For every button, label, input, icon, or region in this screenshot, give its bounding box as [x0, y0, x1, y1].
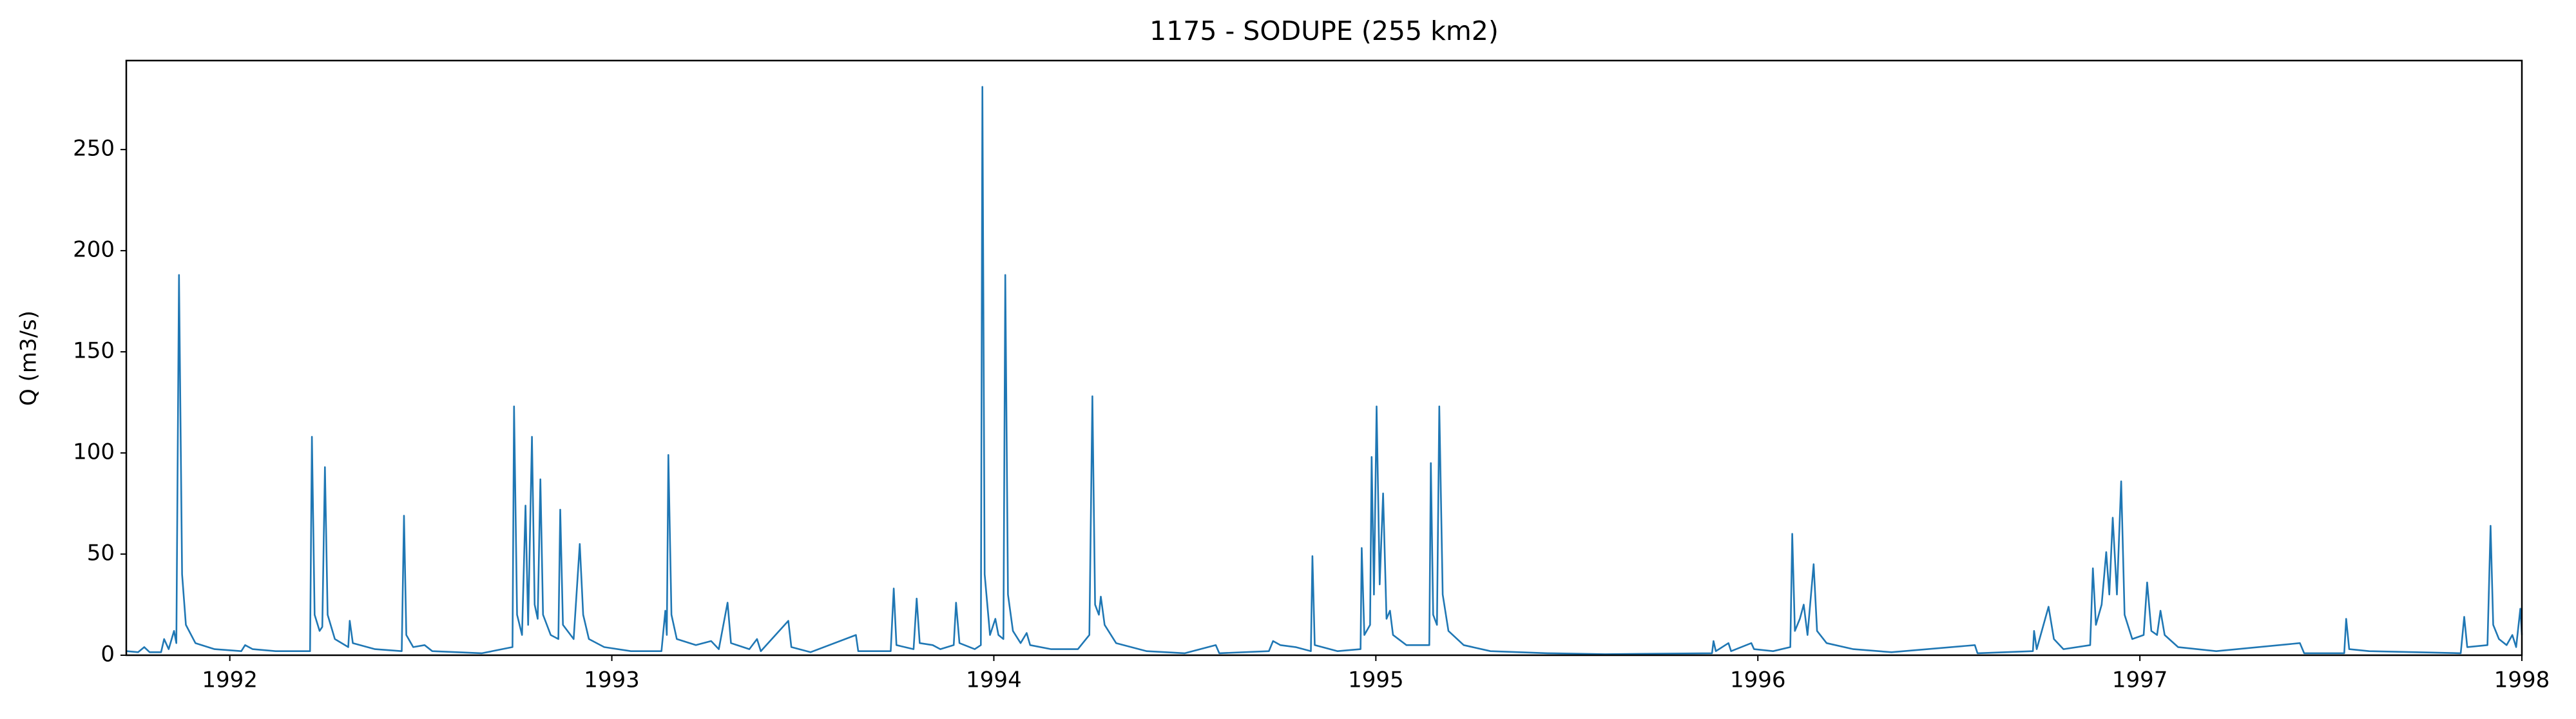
plot-area [126, 86, 2523, 655]
x-tick-label: 1995 [1348, 667, 1404, 693]
x-tick-label: 1992 [202, 667, 258, 693]
chart-title: 1175 - SODUPE (255 km2) [1149, 15, 1499, 46]
y-tick-label: 100 [73, 439, 115, 465]
x-tick-label: 1993 [584, 667, 640, 693]
x-tick-label: 1996 [1730, 667, 1786, 693]
x-tick-label: 1997 [2112, 667, 2168, 693]
y-tick-label: 150 [73, 338, 115, 364]
y-tick-label: 250 [73, 136, 115, 162]
data-line [126, 86, 2523, 655]
x-tick-label: 1994 [966, 667, 1022, 693]
y-tick-label: 0 [101, 642, 115, 667]
axes-frame [125, 59, 2523, 657]
y-axis-label: Q (m3/s) [16, 311, 42, 406]
y-tick-label: 50 [87, 541, 115, 566]
y-tick-label: 200 [73, 237, 115, 263]
x-tick-label: 1998 [2494, 667, 2550, 693]
